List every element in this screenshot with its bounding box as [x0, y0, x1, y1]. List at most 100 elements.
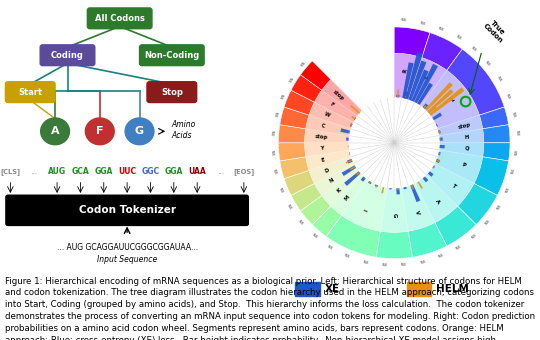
FancyBboxPatch shape	[87, 8, 152, 29]
Text: XE: XE	[325, 284, 340, 294]
Wedge shape	[411, 185, 414, 189]
Wedge shape	[406, 52, 423, 99]
Wedge shape	[440, 138, 441, 140]
Text: F: F	[329, 102, 335, 108]
Text: NNN: NNN	[455, 35, 462, 41]
Wedge shape	[380, 188, 408, 232]
Wedge shape	[351, 116, 356, 120]
Wedge shape	[349, 153, 350, 154]
Text: K: K	[336, 187, 342, 193]
Wedge shape	[435, 206, 476, 246]
Wedge shape	[423, 103, 428, 109]
Text: NNN: NNN	[272, 111, 278, 117]
Text: ...: ...	[217, 167, 224, 176]
Wedge shape	[474, 157, 509, 196]
Text: NNN: NNN	[438, 253, 444, 259]
Wedge shape	[438, 130, 441, 134]
Wedge shape	[322, 170, 362, 206]
Wedge shape	[401, 184, 435, 231]
Wedge shape	[306, 115, 351, 136]
Wedge shape	[349, 152, 350, 155]
Text: stop: stop	[315, 134, 328, 140]
Wedge shape	[306, 150, 351, 170]
Text: NNN: NNN	[515, 150, 519, 155]
Wedge shape	[483, 143, 510, 161]
Text: NNN: NNN	[401, 263, 407, 268]
Wedge shape	[326, 215, 380, 257]
Wedge shape	[404, 96, 406, 99]
Wedge shape	[417, 83, 433, 105]
Wedge shape	[305, 143, 349, 157]
Text: NNN: NNN	[286, 75, 293, 82]
Text: GGA: GGA	[165, 167, 183, 176]
Wedge shape	[439, 143, 484, 157]
Text: L: L	[450, 97, 456, 103]
Text: E: E	[321, 157, 326, 163]
Text: NNN: NNN	[438, 27, 444, 32]
Text: GGC: GGC	[141, 167, 159, 176]
Wedge shape	[279, 125, 306, 143]
Text: NNN: NNN	[382, 263, 388, 268]
Wedge shape	[436, 124, 437, 126]
Wedge shape	[436, 159, 440, 163]
Text: G: G	[135, 126, 144, 136]
Wedge shape	[447, 49, 504, 115]
Wedge shape	[300, 195, 331, 225]
Text: NNN: NNN	[484, 219, 491, 226]
Wedge shape	[322, 80, 362, 116]
Text: NNN: NNN	[327, 244, 334, 251]
Wedge shape	[361, 176, 366, 182]
Text: NNN: NNN	[269, 150, 274, 155]
Text: GCA: GCA	[71, 167, 89, 176]
Wedge shape	[411, 100, 413, 101]
Wedge shape	[428, 106, 436, 114]
Wedge shape	[348, 146, 349, 147]
FancyBboxPatch shape	[147, 82, 197, 102]
Wedge shape	[368, 181, 372, 184]
Text: NNN: NNN	[344, 253, 350, 259]
Text: NNN: NNN	[286, 204, 293, 210]
Wedge shape	[411, 70, 429, 102]
Text: NNN: NNN	[511, 111, 516, 117]
Text: Y: Y	[320, 146, 323, 151]
Text: Codon Tokenizer: Codon Tokenizer	[79, 205, 176, 216]
Text: Amino
Acids: Amino Acids	[172, 120, 196, 140]
Wedge shape	[389, 188, 392, 189]
Wedge shape	[429, 87, 464, 116]
Text: NNN: NNN	[515, 130, 519, 136]
Text: NNN: NNN	[505, 186, 511, 193]
Wedge shape	[422, 33, 462, 70]
Text: UAA: UAA	[188, 167, 206, 176]
Wedge shape	[427, 164, 474, 206]
Wedge shape	[423, 176, 428, 182]
Text: D: D	[324, 168, 330, 174]
Wedge shape	[414, 64, 438, 103]
Text: NNN: NNN	[311, 233, 318, 240]
FancyBboxPatch shape	[5, 82, 55, 102]
Text: Stop: Stop	[161, 88, 183, 97]
Wedge shape	[394, 27, 430, 58]
Wedge shape	[350, 123, 353, 127]
Text: NNN: NNN	[420, 260, 426, 265]
Wedge shape	[314, 90, 357, 122]
Text: UUC: UUC	[118, 167, 136, 176]
Wedge shape	[354, 117, 356, 120]
Text: V: V	[414, 209, 420, 215]
Wedge shape	[402, 62, 414, 99]
Text: NNN: NNN	[511, 168, 516, 175]
Wedge shape	[376, 231, 413, 259]
Wedge shape	[410, 184, 420, 202]
Wedge shape	[312, 206, 342, 237]
Text: Input Sequence: Input Sequence	[97, 255, 157, 264]
Wedge shape	[331, 175, 367, 215]
Wedge shape	[356, 172, 360, 175]
Bar	[407, 282, 431, 296]
Text: NNN: NNN	[496, 204, 502, 210]
Text: True
Codon: True Codon	[482, 17, 509, 44]
Wedge shape	[417, 99, 422, 104]
Wedge shape	[408, 58, 447, 106]
Wedge shape	[427, 89, 454, 113]
Text: ... AUG GCAGGAUUCGGGCGGAUAA...: ... AUG GCAGGAUUCGGGCGGAUAA...	[57, 243, 198, 252]
Text: NNN: NNN	[401, 18, 407, 22]
Text: W: W	[323, 112, 330, 118]
